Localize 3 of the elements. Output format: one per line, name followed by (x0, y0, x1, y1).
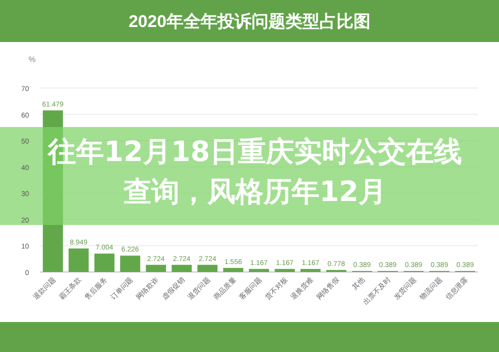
y-axis-title: % (28, 55, 36, 64)
chart-title: 2020年全年投诉问题类型占比图 (128, 12, 370, 31)
annotation: 往年12月18日重庆实时公交在线查询，风格历年12月 (46, 134, 463, 210)
